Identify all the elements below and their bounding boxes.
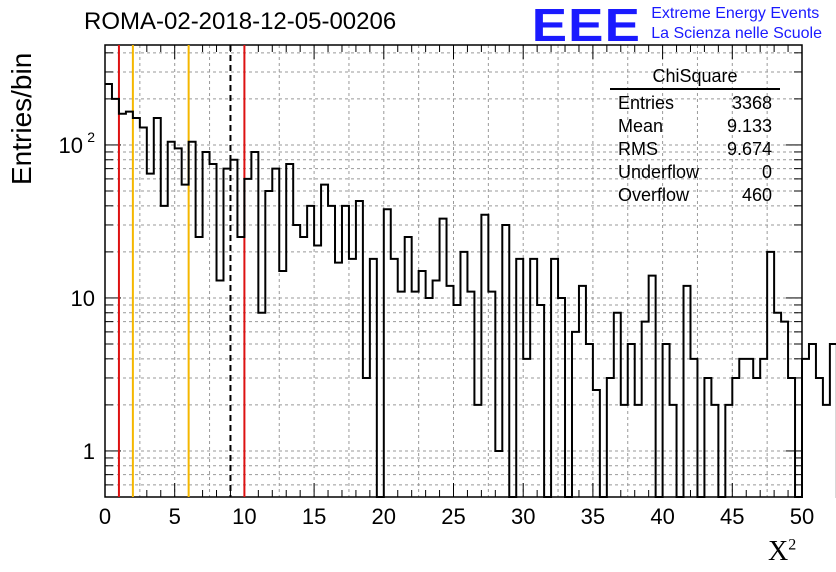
x-tick-label: 5 (169, 504, 181, 529)
stats-row-overflow: Overflow 460 (610, 184, 780, 207)
x-tick-label: 10 (232, 504, 256, 529)
x-tick-label: 20 (372, 504, 396, 529)
stats-value: 0 (761, 162, 772, 182)
x-tick-label: 50 (790, 504, 814, 529)
plot-title: ROMA-02-2018-12-05-00206 (84, 8, 397, 35)
stats-row-underflow: Underflow 0 (610, 161, 780, 184)
y-tick-label: 10 (71, 286, 95, 311)
x-tick-label: 40 (650, 504, 674, 529)
x-axis-label-superscript: 2 (788, 536, 797, 554)
x-axis-label-base: X (768, 536, 789, 567)
stats-row-entries: Entries 3368 (610, 92, 780, 115)
x-tick-label: 25 (441, 504, 465, 529)
stats-label: RMS (618, 139, 658, 159)
eee-logo-mark: EEE (531, 0, 642, 51)
stats-value: 3368 (731, 93, 772, 113)
stats-row-mean: Mean 9.133 (610, 115, 780, 138)
stats-value: 460 (741, 185, 772, 205)
stats-box: ChiSquare Entries 3368 Mean 9.133 RMS 9.… (610, 66, 780, 207)
y-tick-label: 10 (59, 133, 83, 158)
x-tick-label: 30 (511, 504, 535, 529)
histogram-series (105, 83, 836, 498)
x-tick-label: 35 (581, 504, 605, 529)
stats-value: 9.133 (726, 116, 772, 136)
y-tick-label: 1 (83, 439, 95, 464)
stats-label: Overflow (618, 185, 690, 205)
eee-logo: EEE Extreme Energy Events La Scienza nel… (532, 2, 822, 48)
logo-line-1: Extreme Energy Events (651, 5, 820, 22)
stats-label: Mean (618, 116, 664, 136)
x-tick-label: 15 (302, 504, 326, 529)
y-tick-label-exponent: 2 (87, 129, 95, 145)
x-tick-label: 45 (720, 504, 744, 529)
stats-title: ChiSquare (610, 66, 780, 90)
stats-label: Underflow (618, 162, 700, 182)
stats-row-rms: RMS 9.674 (610, 138, 780, 161)
y-axis-label: Entries/bin (6, 52, 37, 185)
x-axis-label: X2 (768, 536, 796, 568)
stats-value: 9.674 (726, 139, 772, 159)
stats-label: Entries (618, 93, 675, 113)
x-tick-label: 0 (99, 504, 111, 529)
logo-line-2: La Scienza nelle Scuole (651, 25, 822, 42)
eee-logo-text: Extreme Energy Events La Scienza nelle S… (651, 4, 822, 44)
